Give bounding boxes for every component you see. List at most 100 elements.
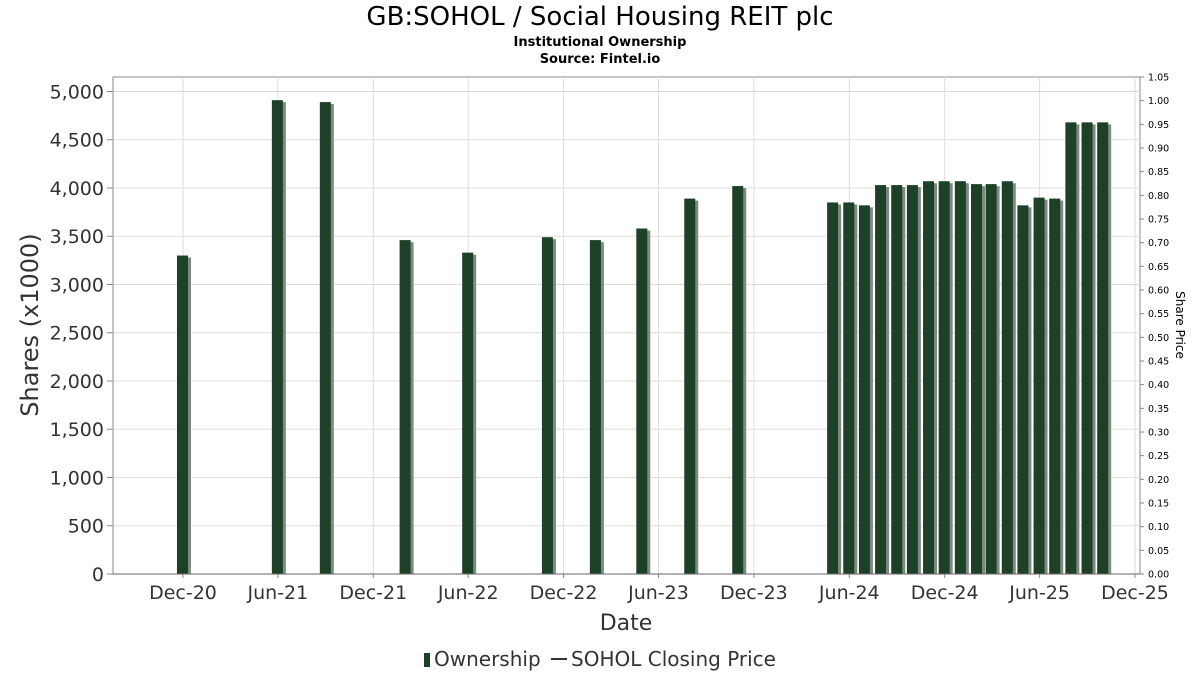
ownership-bar[interactable] [541, 237, 556, 574]
ownership-bar[interactable] [271, 100, 286, 574]
ownership-bar[interactable] [462, 252, 477, 574]
y2-tick-label: 0.20 [1148, 475, 1169, 486]
x-tick-label: Dec-24 [911, 582, 979, 604]
bar-body [971, 184, 983, 574]
ownership-bar[interactable] [985, 184, 1000, 574]
bar-body [176, 255, 188, 574]
y-tick-label: 0 [92, 564, 104, 586]
y-tick-label: 4,500 [50, 130, 104, 152]
legend: Ownership SOHOL Closing Price [0, 647, 1200, 671]
ownership-bar[interactable] [954, 181, 969, 574]
legend-label-ownership: Ownership [434, 647, 541, 671]
y-tick-label: 500 [68, 516, 104, 538]
x-tick-label: Jun-21 [247, 582, 309, 604]
bar-body [541, 237, 553, 574]
x-axis: Dec-20 Jun-21 Dec-21 Jun-22 Dec-22 Jun-23 Dec-… [113, 573, 1169, 604]
y2-tick-label: 0.25 [1148, 451, 1169, 462]
bar-body [938, 181, 950, 574]
chart-title: GB:SOHOL / Social Housing REIT plc [366, 2, 834, 32]
ownership-bar[interactable] [858, 205, 873, 575]
bar-body [954, 181, 966, 574]
y2-tick-label: 0.40 [1148, 380, 1169, 391]
y2-tick-label: 0.55 [1148, 309, 1169, 320]
bar-body [923, 181, 935, 574]
x-tick-label: Dec-25 [1101, 582, 1169, 604]
y-tick-label: 1,000 [50, 467, 104, 489]
ownership-chart: 0 500 1,000 1,500 2,000 2,500 3,000 3,500 4,000 4… [16, 73, 1187, 637]
y2-tick-label: 0.45 [1148, 357, 1169, 368]
bar-body [462, 252, 474, 574]
y2-tick-label: 0.50 [1148, 333, 1169, 344]
ownership-bar[interactable] [636, 228, 651, 574]
ownership-bar[interactable] [1049, 198, 1064, 574]
y2-tick-label: 0.95 [1148, 120, 1169, 131]
ownership-bar[interactable] [923, 181, 938, 574]
y2-tick-label: 0.85 [1148, 167, 1169, 178]
y2-tick-label: 0.10 [1148, 522, 1169, 533]
ownership-bar[interactable] [732, 186, 747, 575]
y2-tick-label: 0.60 [1148, 286, 1169, 297]
y-tick-label: 3,500 [50, 226, 104, 248]
y-tick-label: 3,000 [50, 274, 104, 296]
ownership-bar[interactable] [589, 240, 604, 574]
y2-tick-label: 0.70 [1148, 238, 1169, 249]
ownership-bar[interactable] [843, 202, 858, 575]
bar-body [1033, 197, 1045, 574]
ownership-bar[interactable] [1001, 181, 1016, 574]
ownership-bar[interactable] [1097, 122, 1112, 574]
y-axis-label: Shares (x1000) [16, 233, 44, 416]
y2-tick-label: 0.90 [1148, 144, 1169, 155]
x-tick-label: Dec-22 [530, 582, 598, 604]
x-tick-label: Jun-24 [818, 582, 880, 604]
y2-axis-label: Share Price [1173, 291, 1187, 359]
y2-tick-label: 0.75 [1148, 215, 1169, 226]
ownership-bar[interactable] [399, 240, 414, 574]
bar-body [684, 198, 696, 574]
y2-tick-label: 0.05 [1148, 546, 1169, 557]
x-tick-label: Dec-23 [720, 582, 788, 604]
legend-swatch-bar [424, 653, 430, 667]
bar-body [843, 202, 855, 575]
y2-tick-label: 0.65 [1148, 262, 1169, 273]
bar-body [271, 100, 283, 574]
ownership-bar[interactable] [971, 184, 986, 574]
legend-item-price[interactable]: SOHOL Closing Price [551, 647, 776, 671]
y2-tick-label: 0.15 [1148, 499, 1169, 510]
ownership-bar[interactable] [906, 185, 921, 574]
bar-body [906, 185, 918, 574]
legend-item-ownership[interactable]: Ownership [424, 647, 541, 671]
x-tick-label: Jun-22 [437, 582, 499, 604]
ownership-bar[interactable] [891, 185, 906, 574]
bar-body [1049, 198, 1061, 574]
bar-body [589, 240, 601, 574]
ownership-bar[interactable] [938, 181, 953, 574]
bar-body [319, 102, 331, 575]
ownership-bar[interactable] [684, 198, 699, 574]
ownership-bar[interactable] [1081, 122, 1096, 574]
bar-body [858, 205, 870, 575]
legend-label-price: SOHOL Closing Price [571, 647, 776, 671]
x-tick-label: Jun-25 [1008, 582, 1070, 604]
y-tick-label: 1,500 [50, 419, 104, 441]
y2-tick-label: 0.00 [1148, 570, 1169, 581]
y-tick-label: 2,500 [50, 323, 104, 345]
ownership-bar[interactable] [176, 255, 191, 574]
ownership-bar[interactable] [1065, 122, 1080, 574]
ownership-bar[interactable] [827, 202, 842, 575]
bar-body [1081, 122, 1093, 574]
bar-body [891, 185, 903, 574]
bar-body [827, 202, 839, 575]
y-axis-right: 0.00 0.05 0.10 0.15 0.20 0.25 0.30 0.35 0.40 0.45… [1140, 73, 1169, 581]
ownership-bar[interactable] [875, 185, 890, 574]
x-axis-label: Date [600, 611, 653, 636]
x-tick-label: Dec-20 [149, 582, 217, 604]
bar-body [1017, 205, 1029, 575]
ownership-bar[interactable] [1017, 205, 1032, 575]
ownership-bar[interactable] [1033, 197, 1048, 574]
bar-series [176, 100, 1112, 575]
ownership-bar[interactable] [319, 102, 334, 575]
bar-body [399, 240, 411, 574]
bar-body [732, 186, 744, 575]
bar-body [636, 228, 648, 574]
y-tick-label: 5,000 [50, 81, 104, 103]
